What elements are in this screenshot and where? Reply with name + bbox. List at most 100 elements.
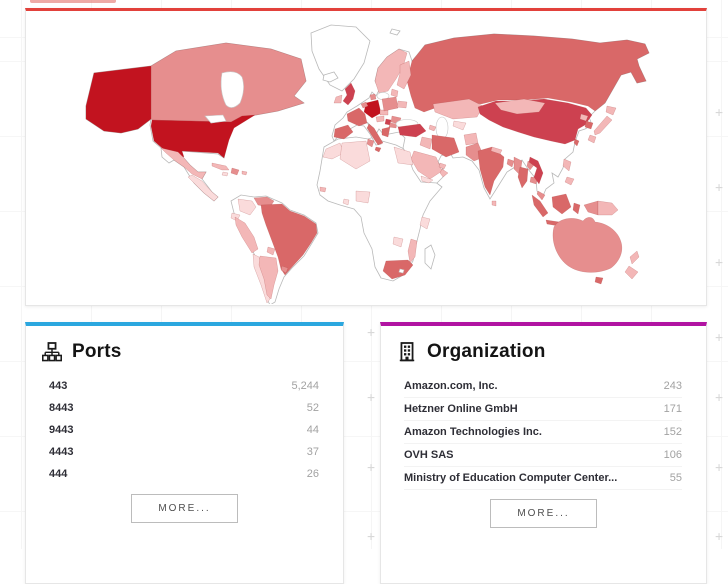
port-row[interactable]: 9443 44	[49, 419, 319, 441]
country-peru[interactable]	[234, 216, 259, 254]
organization-label[interactable]: Ministry of Education Computer Center...	[404, 472, 618, 484]
country-scandinavia[interactable]	[374, 48, 408, 94]
world-map-choropleth[interactable]	[26, 11, 706, 304]
country-japan-kyushu[interactable]	[587, 134, 597, 144]
country-mozambique[interactable]	[407, 238, 418, 264]
country-algeria[interactable]	[339, 140, 371, 170]
port-label[interactable]: 444	[49, 468, 68, 480]
country-vietnam[interactable]	[528, 156, 544, 185]
country-philippines-luzon[interactable]	[562, 158, 572, 172]
country-new-zealand-north[interactable]	[629, 250, 640, 265]
country-indonesia-sumatra[interactable]	[531, 194, 549, 218]
ports-more-button[interactable]: MORE...	[131, 494, 238, 523]
country-malaysia[interactable]	[536, 190, 546, 201]
country-mexico[interactable]	[160, 147, 207, 180]
country-russia[interactable]	[406, 33, 650, 113]
country-egypt[interactable]	[393, 146, 414, 166]
country-sicily[interactable]	[374, 146, 382, 153]
country-puerto-rico[interactable]	[241, 170, 248, 176]
port-label[interactable]: 4443	[49, 446, 74, 458]
organization-label[interactable]: Hetzner Online GmbH	[404, 403, 518, 415]
country-oman[interactable]	[439, 168, 449, 178]
country-sri-lanka[interactable]	[491, 200, 497, 207]
country-mongolia[interactable]	[494, 98, 546, 115]
country-uae[interactable]	[438, 162, 447, 170]
organization-row[interactable]: Hetzner Online GmbH 171	[404, 398, 682, 421]
country-azerbaijan[interactable]	[428, 124, 437, 132]
port-row[interactable]: 444 26	[49, 463, 319, 485]
country-baltics[interactable]	[390, 88, 399, 98]
country-finland[interactable]	[396, 60, 412, 90]
country-spain[interactable]	[333, 124, 354, 140]
country-uk[interactable]	[342, 82, 356, 106]
country-ireland[interactable]	[333, 94, 343, 104]
organization-label[interactable]: OVH SAS	[404, 449, 454, 461]
country-kenya[interactable]	[419, 216, 431, 230]
country-australia[interactable]	[552, 217, 623, 273]
country-nepal[interactable]	[490, 146, 503, 155]
country-jamaica[interactable]	[221, 171, 229, 177]
country-japan-hokkaido[interactable]	[605, 105, 617, 116]
country-west-papua[interactable]	[583, 200, 599, 216]
country-usa[interactable]	[150, 114, 256, 159]
organization-row[interactable]: Amazon Technologies Inc. 152	[404, 421, 682, 444]
country-indonesia-sulawesi[interactable]	[572, 202, 581, 215]
country-alaska[interactable]	[85, 65, 152, 134]
organization-row[interactable]: Amazon.com, Inc. 243	[404, 375, 682, 398]
country-hispaniola[interactable]	[230, 167, 240, 176]
country-italy[interactable]	[366, 123, 384, 146]
organization-label[interactable]: Amazon.com, Inc.	[404, 380, 498, 392]
country-philippines-mindanao[interactable]	[564, 176, 575, 186]
country-belarus[interactable]	[396, 100, 408, 109]
country-thailand[interactable]	[517, 166, 529, 189]
country-ghana[interactable]	[342, 198, 350, 206]
country-denmark[interactable]	[369, 93, 377, 101]
organization-label[interactable]: Amazon Technologies Inc.	[404, 426, 542, 438]
country-turkey[interactable]	[397, 123, 427, 138]
country-iran[interactable]	[431, 134, 460, 158]
country-tunisia[interactable]	[366, 138, 375, 148]
country-uzbekistan[interactable]	[452, 120, 467, 131]
country-poland[interactable]	[381, 96, 399, 112]
country-senegal[interactable]	[319, 186, 327, 193]
port-label[interactable]: 8443	[49, 402, 74, 414]
country-south-africa[interactable]	[382, 259, 414, 280]
country-papua-new-guinea[interactable]	[597, 200, 619, 216]
country-indonesia-borneo[interactable]	[551, 193, 572, 215]
port-row[interactable]: 8443 52	[49, 397, 319, 419]
country-germany[interactable]	[363, 99, 382, 119]
organization-row[interactable]: Ministry of Education Computer Center...…	[404, 467, 682, 490]
country-benelux[interactable]	[360, 101, 369, 109]
country-paraguay[interactable]	[266, 246, 276, 256]
country-new-zealand-south[interactable]	[624, 265, 639, 280]
country-france[interactable]	[346, 107, 368, 127]
country-austria[interactable]	[375, 115, 385, 123]
port-label[interactable]: 9443	[49, 424, 74, 436]
country-south-korea[interactable]	[584, 120, 594, 130]
country-zambia[interactable]	[392, 236, 404, 248]
port-label[interactable]: 443	[49, 380, 68, 392]
country-afghanistan[interactable]	[463, 132, 479, 146]
organization-more-button[interactable]: MORE...	[490, 499, 597, 528]
country-uruguay[interactable]	[280, 265, 289, 274]
country-kazakhstan[interactable]	[432, 98, 484, 120]
organization-row[interactable]: OVH SAS 106	[404, 444, 682, 467]
port-row[interactable]: 443 5,244	[49, 375, 319, 397]
port-row[interactable]: 4443 37	[49, 441, 319, 463]
country-bulgaria[interactable]	[388, 122, 398, 129]
country-morocco[interactable]	[322, 142, 345, 160]
country-yemen[interactable]	[420, 175, 434, 184]
country-venezuela[interactable]	[253, 196, 275, 208]
country-tasmania[interactable]	[594, 276, 604, 285]
country-brazil[interactable]	[260, 203, 318, 276]
country-iraq[interactable]	[419, 136, 433, 150]
country-colombia[interactable]	[237, 198, 257, 216]
country-nigeria[interactable]	[355, 190, 371, 204]
country-bangladesh[interactable]	[506, 158, 515, 168]
country-japan-honshu[interactable]	[593, 115, 613, 136]
country-greece[interactable]	[381, 126, 391, 138]
country-argentina[interactable]	[258, 255, 279, 300]
country-central-america[interactable]	[187, 174, 219, 202]
country-taiwan[interactable]	[573, 138, 580, 147]
country-cuba[interactable]	[211, 162, 230, 171]
